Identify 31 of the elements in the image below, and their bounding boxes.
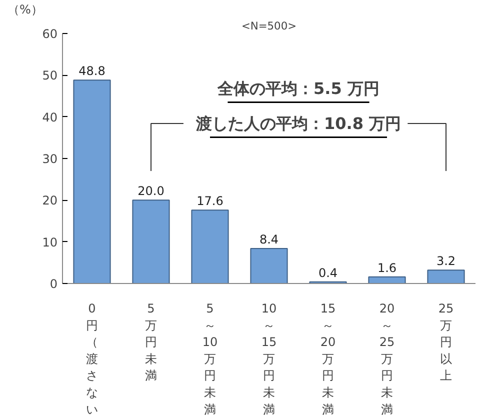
y-tick-label: 30: [42, 152, 58, 166]
y-tick-label: 0: [50, 277, 58, 291]
x-tick-label: 15～20万円未満: [320, 302, 336, 416]
x-tick-label: 0円（渡さない: [86, 302, 98, 416]
y-tick-label: 60: [42, 27, 58, 41]
data-label: 48.8: [78, 64, 106, 78]
chart-title: <N=500>: [241, 20, 297, 32]
x-tick-label: 10～15万円未満: [261, 302, 277, 416]
data-label: 20.0: [138, 184, 164, 198]
annotation: 全体の平均：5.5 万円: [216, 79, 380, 98]
data-label: 1.6: [377, 260, 397, 275]
y-tick-label: 10: [42, 235, 58, 250]
x-tick-label: 5～10万円未満: [202, 302, 218, 416]
bar: [73, 80, 111, 284]
data-label: 3.2: [436, 254, 456, 268]
bar: [250, 248, 288, 284]
bar: [191, 210, 229, 284]
data-label: 0.4: [318, 266, 338, 280]
y-tick-label: 50: [42, 68, 58, 83]
data-label: 8.4: [259, 232, 279, 246]
y-axis-title: （%）: [8, 2, 43, 16]
x-tick-label: 25万円以上: [438, 302, 454, 383]
data-label: 17.6: [196, 194, 224, 208]
x-tick-label: 20～25万円未満: [379, 302, 395, 416]
bar: [368, 276, 406, 284]
bar: [132, 200, 170, 284]
y-tick-label: 20: [42, 194, 58, 208]
bar: [427, 270, 465, 284]
x-tick-label: 5万円未満: [145, 302, 157, 383]
y-tick-label: 40: [42, 110, 58, 124]
annotation: 渡した人の平均：10.8 万円: [194, 114, 402, 133]
